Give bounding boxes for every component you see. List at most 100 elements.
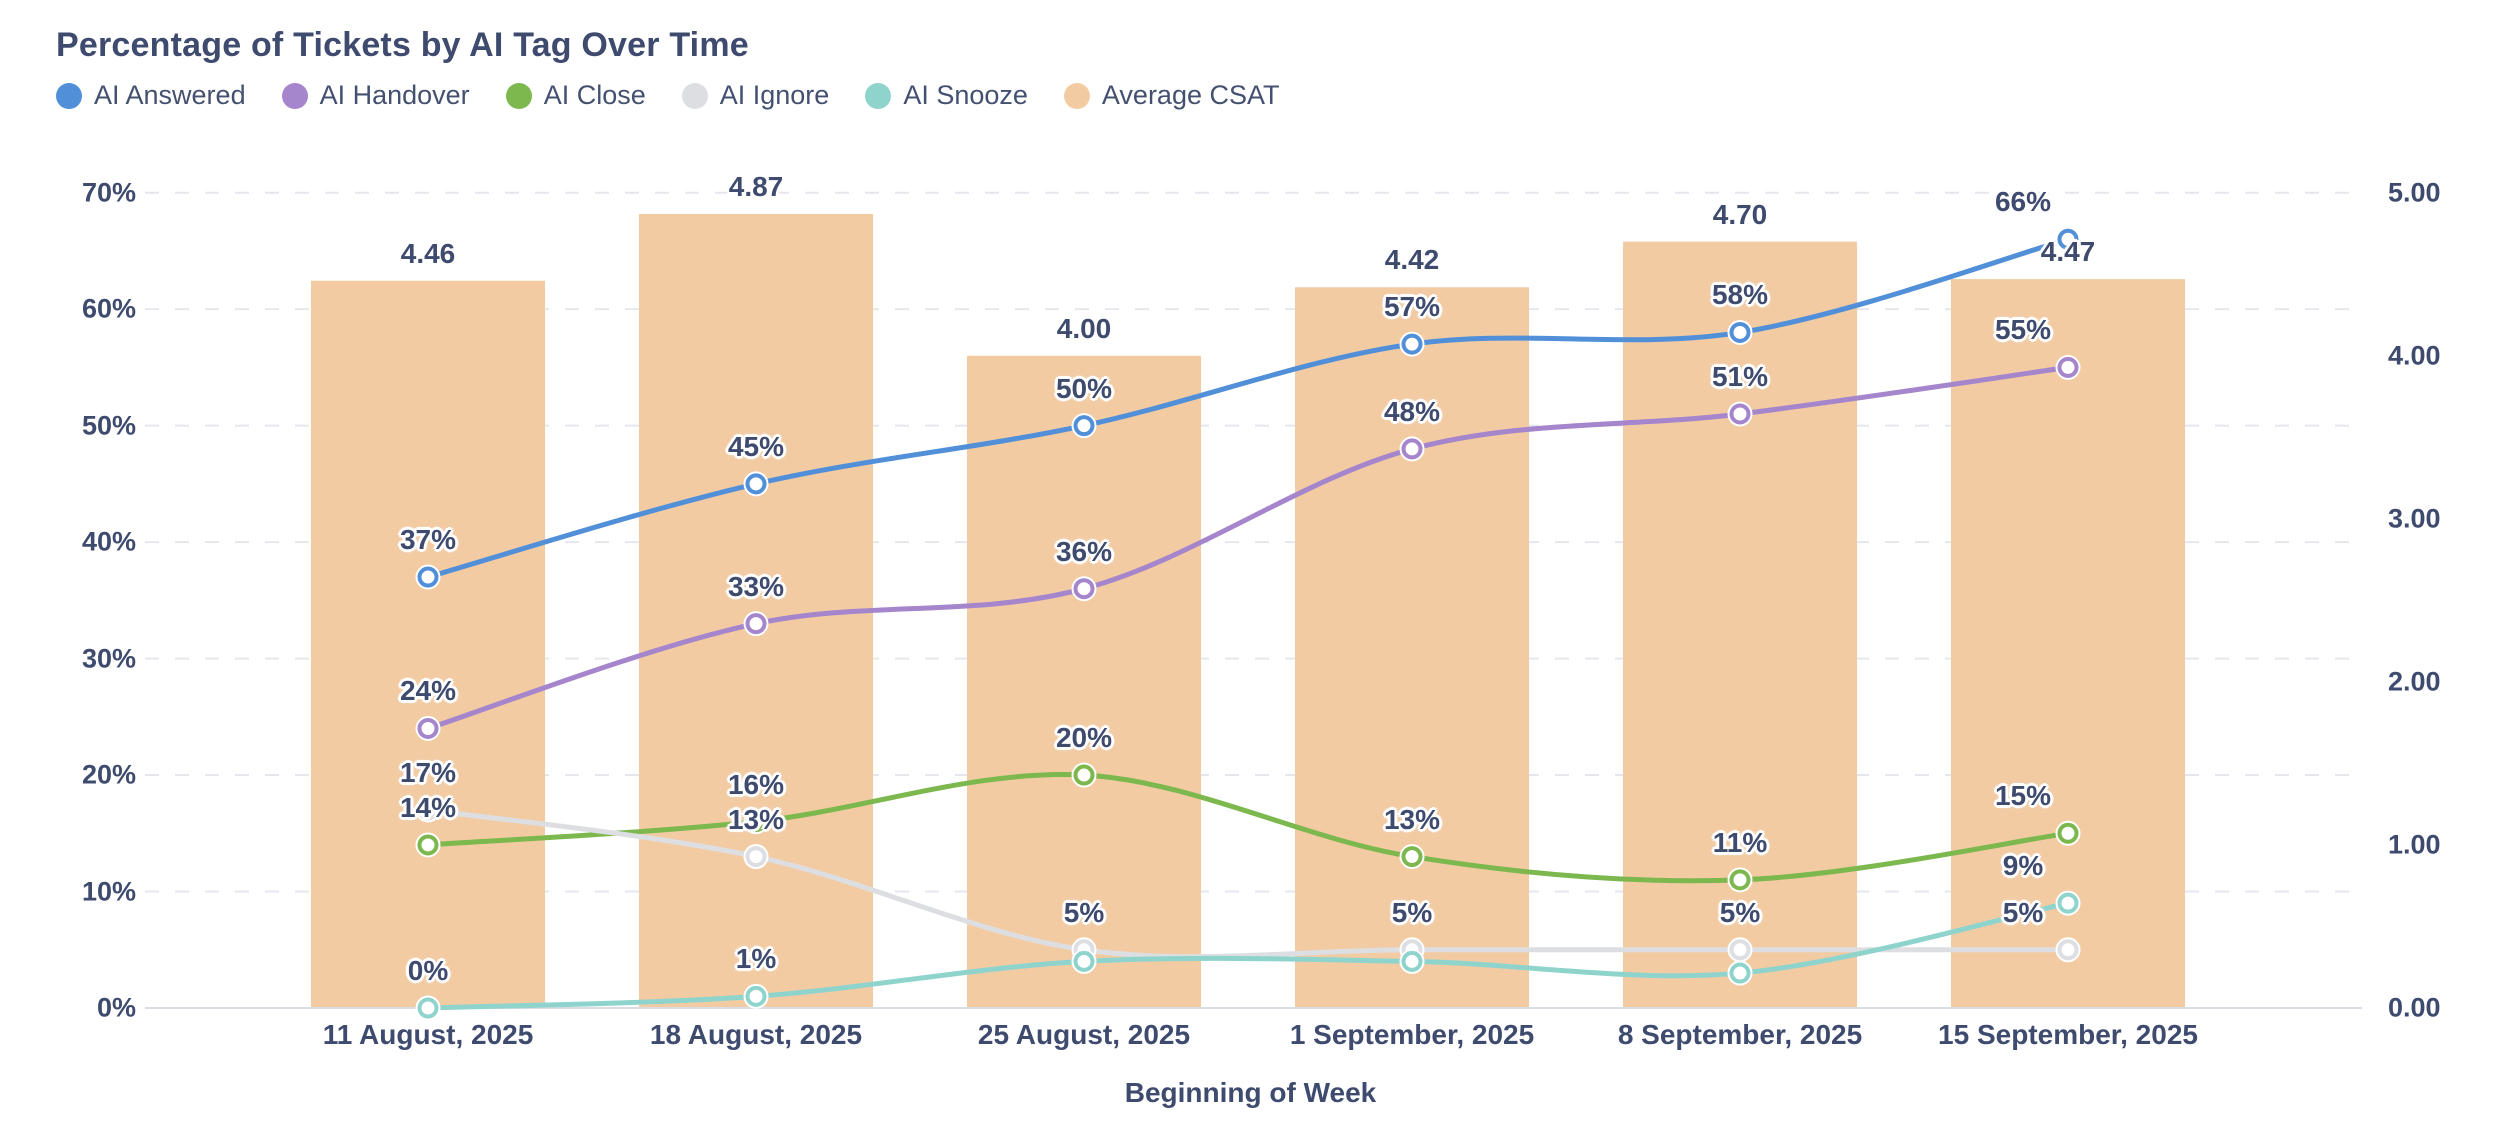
point-value-label: 11%	[1712, 826, 1768, 858]
point-value-label: 16%	[727, 768, 785, 800]
point-value-label: 58%	[1711, 279, 1769, 311]
legend-swatch-icon	[505, 82, 532, 109]
marker-ai-answered-5[interactable]	[2057, 228, 2079, 250]
legend-label: AI Answered	[94, 80, 246, 110]
marker-ai-close-4[interactable]	[1729, 869, 1751, 891]
bar-average-csat-3[interactable]	[1295, 287, 1529, 1009]
x-axis-category: 11 August, 2025	[322, 1019, 534, 1050]
left-axis-tick: 60%	[81, 293, 136, 324]
point-value-label: 55%	[1994, 314, 2052, 346]
point-value-label: 1%	[735, 943, 777, 975]
x-axis-category: 15 September, 2025	[1938, 1019, 2198, 1050]
left-axis-tick: 50%	[81, 410, 136, 441]
marker-ai-close-3[interactable]	[1401, 846, 1423, 868]
bar-value-label: 4.87	[728, 170, 784, 202]
marker-ai-handover-4[interactable]	[1729, 403, 1751, 425]
marker-ai-answered-0[interactable]	[417, 566, 439, 588]
marker-ai-ignore-0[interactable]	[417, 799, 439, 821]
marker-ai-snooze-2[interactable]	[1073, 950, 1095, 972]
x-axis-title: Beginning of Week	[1124, 1077, 1377, 1108]
right-axis-tick: 0.00	[2388, 992, 2441, 1023]
legend-label: Average CSAT	[1101, 80, 1280, 110]
marker-ai-snooze-1[interactable]	[745, 985, 767, 1007]
legend-item-ai-ignore[interactable]: AI Ignore	[681, 80, 830, 111]
marker-ai-handover-0[interactable]	[417, 717, 439, 739]
marker-ai-snooze-4[interactable]	[1729, 962, 1751, 984]
legend-item-ai-close[interactable]: AI Close	[505, 80, 646, 111]
point-value-label: 14%	[399, 791, 457, 823]
marker-ai-answered-4[interactable]	[1729, 321, 1751, 343]
point-value-label: 57%	[1383, 291, 1441, 323]
chart-title: Percentage of Tickets by AI Tag Over Tim…	[56, 26, 749, 64]
bar-average-csat-0[interactable]	[311, 280, 545, 1008]
bar-average-csat-5[interactable]	[1951, 279, 2185, 1008]
point-value-label: 66%	[1994, 186, 2052, 218]
left-axis-tick: 10%	[81, 876, 136, 907]
point-value-label: 5%	[1719, 896, 1761, 928]
legend-swatch-icon	[865, 82, 892, 109]
legend-item-ai-handover[interactable]: AI Handover	[281, 80, 470, 111]
marker-ai-close-2[interactable]	[1073, 764, 1095, 786]
legend-swatch-icon	[56, 82, 82, 109]
point-value-label: 5%	[2002, 896, 2044, 928]
bar-value-label: 4.46	[400, 237, 456, 269]
markers	[415, 226, 2081, 1021]
left-axis-tick: 40%	[81, 526, 136, 557]
point-value-label: 45%	[727, 430, 785, 462]
marker-ai-snooze-5[interactable]	[2057, 892, 2079, 914]
point-value-label: 36%	[1055, 535, 1113, 567]
line-ai-snooze	[425, 900, 2071, 1011]
marker-ai-answered-3[interactable]	[1401, 333, 1423, 355]
right-axis-tick: 2.00	[2388, 666, 2441, 697]
legend-swatch-icon	[281, 82, 308, 109]
x-axis-category: 1 September, 2025	[1289, 1019, 1535, 1050]
line-ai-ignore	[425, 807, 2071, 960]
bar-average-csat-2[interactable]	[967, 355, 1201, 1008]
left-axis-tick: 30%	[81, 643, 136, 674]
marker-ai-close-1[interactable]	[745, 811, 767, 833]
marker-ai-handover-1[interactable]	[745, 613, 767, 635]
point-value-label: 5%	[1391, 896, 1433, 928]
marker-ai-answered-1[interactable]	[745, 473, 767, 495]
marker-ai-ignore-5[interactable]	[2057, 939, 2079, 961]
point-value-label: 17%	[399, 756, 457, 788]
marker-ai-handover-2[interactable]	[1073, 578, 1095, 600]
legend-label: AI Ignore	[719, 80, 830, 110]
bar-value-label: 4.42	[1384, 244, 1440, 276]
legend-swatch-icon	[1063, 82, 1090, 109]
point-value-label: 20%	[1055, 722, 1113, 754]
legend-item-ai-snooze[interactable]: AI Snooze	[865, 80, 1028, 111]
legend: AI Answered AI Handover AI Close AI Ignore A…	[56, 80, 1280, 111]
legend-item-ai-answered[interactable]: AI Answered	[56, 80, 246, 111]
point-value-label: 15%	[1994, 780, 2052, 812]
point-value-label: 24%	[399, 675, 457, 707]
bars	[311, 213, 2185, 1009]
line-ai-close	[425, 772, 2071, 884]
line-ai-answered	[425, 236, 2071, 580]
point-value-label: 0%	[407, 955, 449, 986]
left-axis-tick: 0%	[96, 992, 136, 1023]
legend-item-average-csat[interactable]: Average CSAT	[1063, 80, 1280, 111]
point-value-label: 33%	[727, 570, 785, 602]
left-axis-tick: 70%	[81, 177, 136, 208]
marker-ai-close-0[interactable]	[417, 834, 439, 856]
marker-ai-snooze-0[interactable]	[417, 997, 439, 1019]
marker-ai-close-5[interactable]	[2057, 822, 2079, 844]
legend-label: AI Close	[543, 80, 646, 110]
marker-ai-snooze-3[interactable]	[1401, 950, 1423, 972]
legend-label: AI Snooze	[903, 80, 1028, 110]
legend-label: AI Handover	[319, 80, 470, 110]
point-value-label: 13%	[727, 803, 785, 835]
point-value-label: 50%	[1055, 372, 1113, 404]
marker-ai-answered-2[interactable]	[1073, 415, 1095, 437]
right-axis-tick: 3.00	[2388, 503, 2441, 534]
bar-value-label: 4.47	[2040, 236, 2096, 268]
marker-ai-ignore-4[interactable]	[1729, 939, 1751, 961]
marker-ai-handover-5[interactable]	[2057, 356, 2079, 378]
bar-average-csat-4[interactable]	[1623, 241, 1857, 1009]
marker-ai-handover-3[interactable]	[1401, 438, 1423, 460]
x-axis-category: 8 September, 2025	[1617, 1019, 1863, 1050]
marker-ai-ignore-1[interactable]	[745, 846, 767, 868]
